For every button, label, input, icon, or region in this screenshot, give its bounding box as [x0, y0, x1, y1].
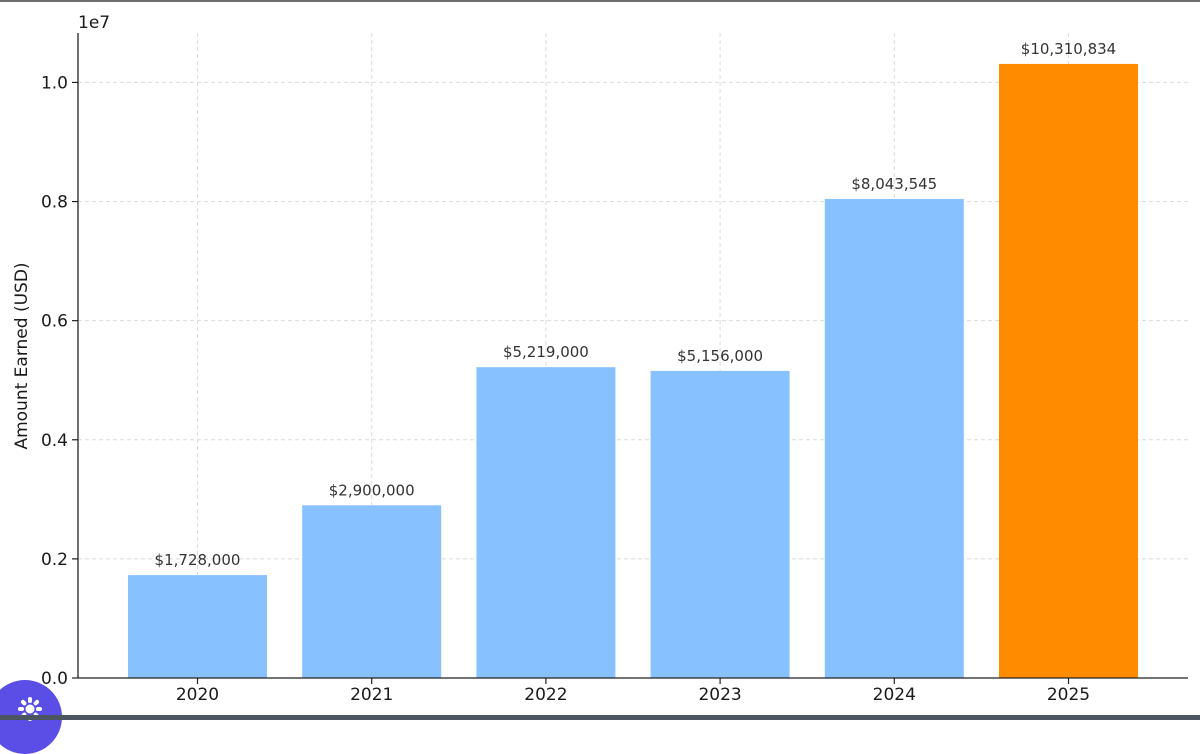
axes: [72, 33, 1188, 684]
bar-value-label: $1,728,000: [155, 551, 241, 569]
x-tick-label: 2024: [873, 685, 916, 705]
y-axis-scale-label: 1e7: [78, 13, 110, 33]
x-tick-label: 2022: [524, 685, 567, 705]
bar-value-labels: $1,728,000 $2,900,000 $5,219,000 $5,156,000…: [155, 40, 1117, 569]
x-tick-label: 2023: [698, 685, 741, 705]
bar-value-label: $5,156,000: [677, 347, 763, 365]
y-tick-label: 0.4: [41, 431, 68, 451]
y-tick-label: 0.6: [41, 312, 68, 332]
bar: [824, 198, 964, 678]
x-tick-labels: 2020 2021 2022 2023 2024 2025: [176, 685, 1090, 705]
x-tick-label: 2021: [350, 685, 393, 705]
x-tick-label: 2025: [1047, 685, 1090, 705]
y-tick-label: 0.2: [41, 550, 68, 570]
x-tick-label: 2020: [176, 685, 219, 705]
y-tick-labels: 0.0 0.2 0.4 0.6 0.8 1.0: [41, 73, 68, 689]
bar: [476, 367, 616, 678]
bottom-border: [0, 715, 1200, 720]
bar-chart: $1,728,000 $2,900,000 $5,219,000 $5,156,000…: [12, 13, 1188, 705]
y-axis-title: Amount Earned (USD): [12, 262, 32, 449]
bars: [128, 63, 1138, 678]
bar-value-label: $5,219,000: [503, 343, 589, 361]
sparkle-icon: [18, 697, 42, 721]
bar: [999, 63, 1138, 678]
y-tick-label: 0.8: [41, 193, 68, 213]
y-tick-label: 1.0: [41, 73, 68, 93]
bar: [650, 370, 790, 678]
bar: [302, 505, 442, 678]
bar-value-label: $10,310,834: [1021, 40, 1116, 58]
bar-value-label: $8,043,545: [851, 175, 937, 193]
top-border: [0, 0, 1200, 2]
bar: [128, 575, 267, 678]
bar-value-label: $2,900,000: [329, 481, 415, 499]
y-tick-label: 0.0: [41, 669, 68, 689]
